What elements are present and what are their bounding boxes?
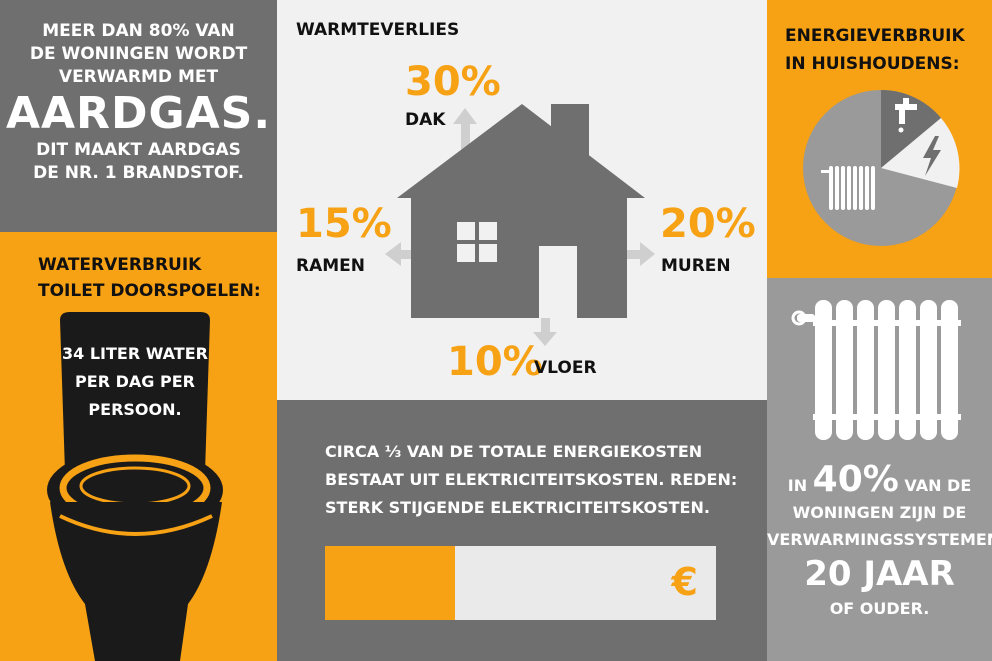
euro-icon: € — [671, 560, 698, 604]
rad-line-1: IN 40% VAN DE — [767, 462, 992, 499]
roof-label: DAK — [405, 110, 446, 130]
water-tap-icon — [895, 98, 917, 133]
radiator-icon — [821, 166, 875, 210]
elec-line-3: STERK STIJGENDE ELEKTRICITEITSKOSTEN. — [325, 498, 710, 517]
energy-usage-panel: ENERGIEVERBRUIK IN HUISHOUDENS: — [767, 0, 992, 278]
electricity-share-fill — [325, 546, 456, 620]
water-title: WATERVERBRUIK TOILET DOORSPOELEN: — [38, 252, 261, 304]
window-icon — [457, 222, 497, 262]
rad-line-3: VERWARMINGSSYSTEMEN — [767, 530, 992, 549]
rad-post: VAN DE — [898, 476, 972, 495]
heating-systems-text: IN 40% VAN DE WONINGEN ZIJN DE VERWARMIN… — [767, 462, 992, 622]
floor-percentage: 10% — [447, 339, 543, 385]
heating-systems-panel: IN 40% VAN DE WONINGEN ZIJN DE VERWARMIN… — [767, 278, 992, 661]
walls-percentage: 20% — [660, 201, 756, 247]
water-text-line-3: PERSOON. — [88, 400, 182, 419]
water-title-line-1: WATERVERBRUIK — [38, 255, 202, 275]
energy-title-line-1: ENERGIEVERBRUIK — [785, 26, 965, 46]
windows-label: RAMEN — [296, 256, 366, 276]
elec-line-1: CIRCA ⅓ VAN DE TOTALE ENERGIEKOSTEN — [325, 442, 703, 461]
toilet-icon — [47, 312, 223, 661]
gas-line-3: VERWARMD MET — [58, 67, 219, 87]
gas-line-1: MEER DAN 80% VAN — [42, 21, 235, 41]
water-title-line-2: TOILET DOORSPOELEN: — [38, 281, 261, 301]
heat-loss-panel: WARMTEVERLIES 30% DAK 15% — [277, 0, 767, 400]
electricity-slice — [881, 118, 960, 188]
elec-line-2: BESTAAT UIT ELEKTRICITEITSKOSTEN. REDEN: — [325, 470, 738, 489]
natural-gas-panel: MEER DAN 80% VAN DE WONINGEN WORDT VERWA… — [0, 0, 277, 232]
natural-gas-text: MEER DAN 80% VAN DE WONINGEN WORDT VERWA… — [0, 20, 277, 185]
arrow-icons — [385, 108, 655, 346]
electricity-share-bar: € — [325, 546, 716, 620]
rad-percentage: 40% — [812, 459, 899, 500]
house-icon — [385, 104, 655, 346]
radiator-icon — [791, 300, 961, 440]
electricity-panel: CIRCA ⅓ VAN DE TOTALE ENERGIEKOSTEN BEST… — [277, 400, 767, 661]
gas-line-5: DE NR. 1 BRANDSTOF. — [33, 163, 244, 183]
windows-percentage: 15% — [296, 201, 392, 247]
rad-line-5: OF OUDER. — [829, 599, 930, 618]
water-text-line-2: PER DAG PER — [75, 372, 195, 391]
electricity-text: CIRCA ⅓ VAN DE TOTALE ENERGIEKOSTEN BEST… — [325, 438, 745, 522]
gas-line-4: DIT MAAKT AARDGAS — [36, 140, 241, 160]
rad-pre: IN — [787, 476, 813, 495]
water-usage-panel: WATERVERBRUIK TOILET DOORSPOELEN: 34 LIT… — [0, 232, 277, 661]
rad-age: 20 JAAR — [804, 554, 955, 594]
energy-pie-chart — [803, 89, 960, 246]
energy-title: ENERGIEVERBRUIK IN HUISHOUDENS: — [785, 22, 965, 78]
rad-line-2: WONINGEN ZIJN DE — [792, 503, 967, 522]
door-icon — [539, 246, 577, 318]
energy-title-line-2: IN HUISHOUDENS: — [785, 54, 960, 74]
water-amount-text: 34 LITER WATER PER DAG PER PERSOON. — [60, 340, 210, 424]
lightning-icon — [923, 136, 941, 176]
floor-label: VLOER — [534, 358, 597, 378]
walls-label: MUREN — [661, 256, 731, 276]
water-text-line-1: 34 LITER WATER — [62, 344, 208, 363]
roof-percentage: 30% — [405, 59, 501, 105]
gas-line-2: DE WONINGEN WORDT — [29, 44, 248, 64]
gas-highlight: AARDGAS. — [5, 88, 272, 139]
heat-loss-title: WARMTEVERLIES — [296, 20, 460, 40]
